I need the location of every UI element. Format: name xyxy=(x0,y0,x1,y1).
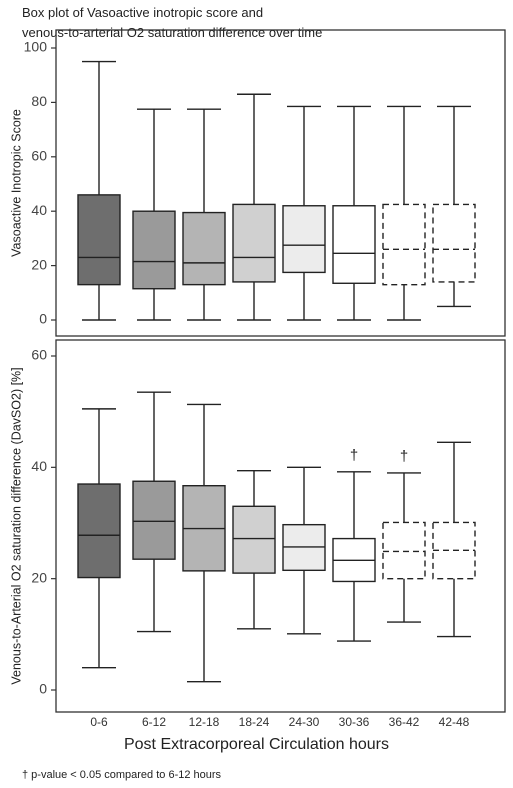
x-tick-label-30-36: 30-36 xyxy=(339,715,370,729)
panel-2-box-18-24-iqr-box xyxy=(232,505,276,574)
x-tick-label-18-24: 18-24 xyxy=(239,715,270,729)
x-tick-label-36-42: 36-42 xyxy=(389,715,420,729)
panel-1-box-36-42-iqr-box xyxy=(382,203,426,286)
x-axis-label: Post Extracorporeal Circulation hours xyxy=(123,736,389,753)
panel-2-y-axis-label: Venous-to-Arterial O2 saturation differe… xyxy=(9,367,23,684)
footnote: † p-value < 0.05 compared to 6-12 hours xyxy=(22,769,222,781)
chart-title: Box plot of Vasoactive inotropic score a… xyxy=(22,3,322,43)
panel-2-box-30-36-significance-mark: † xyxy=(350,447,358,464)
panel-1-box-0-6-iqr-box xyxy=(77,194,121,286)
panel-2-y-tick-label: 0 xyxy=(39,681,47,697)
panel-1-box-42-48-iqr-box xyxy=(432,203,476,283)
panel-2-y-tick-label: 20 xyxy=(31,569,47,585)
x-tick-label-0-6: 0-6 xyxy=(90,715,108,729)
chart-title-line-2: venous-to-arterial O2 saturation differe… xyxy=(22,25,323,40)
panel-1-y-tick-label: 100 xyxy=(24,39,48,55)
panel-1-box-18-24-iqr-box xyxy=(232,203,276,283)
panel-1-box-30-36-iqr-box xyxy=(332,205,376,284)
panel-1-box-12-18-iqr-box xyxy=(182,211,226,286)
panel-1-y-tick-label: 40 xyxy=(31,202,47,218)
x-tick-label-24-30: 24-30 xyxy=(289,715,320,729)
panel-2-box-6-12-iqr-box xyxy=(132,480,176,560)
x-tick-label-12-18: 12-18 xyxy=(189,715,220,729)
panel-1-y-tick-label: 60 xyxy=(31,148,47,164)
panel-2-y-tick-label: 40 xyxy=(31,458,47,474)
panel-1-frame xyxy=(55,29,506,337)
panel-1-box-24-30-iqr-box xyxy=(282,205,326,274)
panel-1-y-tick-label: 0 xyxy=(39,311,47,327)
x-tick-label-42-48: 42-48 xyxy=(439,715,470,729)
chart-title-line-1: Box plot of Vasoactive inotropic score a… xyxy=(22,5,264,20)
panel-2-box-0-6-iqr-box xyxy=(77,483,121,579)
panel-1-box-6-12-iqr-box xyxy=(132,210,176,290)
panel-2-box-36-42-significance-mark: † xyxy=(400,448,408,465)
panel-2-y-tick-label: 60 xyxy=(31,347,47,363)
panel-2-frame xyxy=(55,339,506,713)
panel-1-y-tick-label: 20 xyxy=(31,256,47,272)
panel-2-box-36-42-iqr-box xyxy=(382,521,426,580)
panel-1-y-tick-label: 80 xyxy=(31,93,47,109)
panel-1-y-axis-label: Vasoactive Inotropic Score xyxy=(9,109,23,257)
x-tick-label-6-12: 6-12 xyxy=(142,715,166,729)
